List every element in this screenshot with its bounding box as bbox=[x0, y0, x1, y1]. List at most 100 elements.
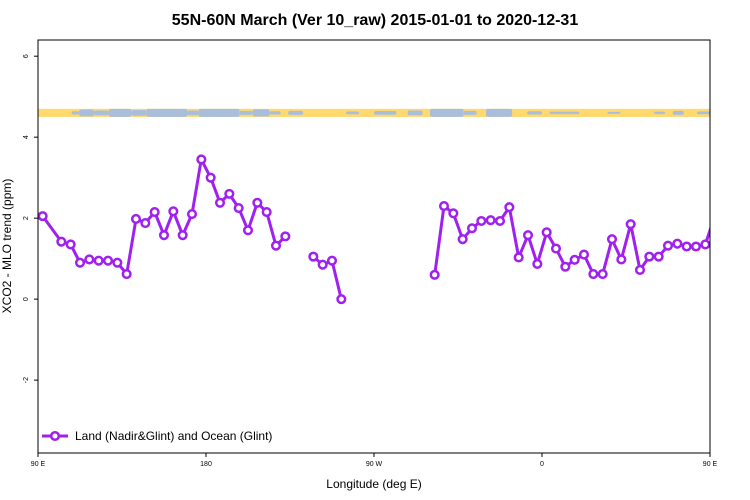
x-tick-label: 90 W bbox=[366, 461, 383, 468]
series-line bbox=[312, 255, 343, 300]
data-point bbox=[158, 230, 170, 241]
x-tick-label: 90 E bbox=[31, 461, 46, 468]
ocean-region bbox=[463, 110, 477, 115]
legend: Land (Nadir&Glint) and Ocean (Glint) bbox=[42, 429, 272, 443]
data-point bbox=[317, 259, 328, 270]
y-tick-label: 6 bbox=[23, 54, 30, 58]
series-line bbox=[41, 157, 287, 276]
ocean-region bbox=[269, 111, 281, 115]
data-point bbox=[588, 268, 599, 280]
axes: 90 E 180 90 W 0 90 E -2 0 2 4 6 bbox=[23, 54, 718, 468]
data-point bbox=[616, 254, 627, 265]
data-point bbox=[261, 207, 272, 218]
ocean-region bbox=[607, 111, 621, 114]
data-point bbox=[634, 264, 646, 276]
land-ocean-band bbox=[38, 108, 710, 117]
series-layer bbox=[38, 154, 750, 305]
series-line bbox=[733, 159, 750, 274]
y-tick-label: -2 bbox=[23, 377, 30, 383]
plot-frame bbox=[37, 39, 711, 454]
data-point bbox=[522, 230, 534, 241]
y-tick-label: 4 bbox=[23, 135, 30, 139]
ocean-region bbox=[108, 108, 132, 117]
ocean-region bbox=[71, 111, 80, 115]
series-group bbox=[38, 154, 750, 305]
ocean-region bbox=[486, 108, 513, 117]
ocean-region bbox=[146, 108, 188, 117]
data-point bbox=[308, 251, 319, 262]
data-point bbox=[578, 249, 590, 260]
data-point bbox=[597, 268, 608, 280]
ocean-region bbox=[239, 110, 253, 115]
data-point bbox=[214, 197, 226, 208]
data-point bbox=[270, 240, 282, 251]
data-point bbox=[513, 252, 524, 263]
data-point bbox=[186, 209, 198, 220]
data-point bbox=[466, 223, 478, 234]
data-point bbox=[672, 238, 683, 249]
data-point bbox=[681, 241, 692, 252]
data-point bbox=[730, 238, 738, 246]
data-point bbox=[541, 227, 552, 238]
y-tick-label: 0 bbox=[23, 297, 30, 301]
ocean-region bbox=[430, 108, 464, 117]
data-point bbox=[690, 241, 702, 252]
data-point bbox=[112, 257, 123, 268]
data-point bbox=[38, 211, 48, 222]
data-point bbox=[476, 215, 487, 227]
data-point bbox=[84, 254, 95, 265]
data-point bbox=[625, 219, 636, 230]
data-point bbox=[252, 197, 263, 208]
ocean-region bbox=[527, 111, 542, 115]
data-point bbox=[709, 214, 710, 219]
data-point bbox=[448, 208, 459, 219]
legend-label: Land (Nadir&Glint) and Ocean (Glint) bbox=[75, 429, 272, 443]
chart-title: 55N-60N March (Ver 10_raw) 2015-01-01 to… bbox=[172, 12, 579, 29]
data-point bbox=[102, 255, 114, 266]
data-point bbox=[56, 236, 67, 247]
x-tick-label: 90 E bbox=[703, 461, 718, 468]
data-point bbox=[457, 234, 468, 245]
ocean-region bbox=[654, 111, 666, 115]
data-point bbox=[177, 230, 188, 241]
data-point bbox=[485, 215, 496, 226]
data-point bbox=[93, 255, 104, 266]
data-point bbox=[560, 261, 571, 272]
data-point bbox=[74, 257, 86, 268]
data-point bbox=[196, 154, 207, 165]
data-point bbox=[149, 207, 160, 218]
ocean-region bbox=[187, 110, 199, 116]
data-point bbox=[429, 269, 440, 280]
data-point bbox=[205, 172, 216, 183]
data-point bbox=[233, 202, 244, 214]
ocean-region bbox=[94, 110, 109, 116]
ocean-region bbox=[288, 110, 304, 115]
data-point bbox=[653, 251, 664, 262]
legend-marker bbox=[49, 430, 61, 442]
data-point bbox=[700, 239, 710, 250]
data-point bbox=[606, 234, 618, 245]
data-point bbox=[494, 215, 506, 227]
data-point bbox=[65, 239, 76, 250]
ocean-region bbox=[346, 111, 360, 115]
ocean-region bbox=[198, 108, 240, 117]
data-point bbox=[504, 202, 515, 213]
data-point bbox=[140, 217, 151, 229]
ocean-region bbox=[252, 109, 270, 117]
data-point bbox=[532, 258, 543, 269]
data-point bbox=[130, 213, 142, 225]
data-point bbox=[224, 188, 235, 199]
data-point bbox=[644, 251, 655, 262]
y-tick-label: 2 bbox=[23, 216, 30, 220]
ocean-region bbox=[131, 110, 147, 116]
data-point bbox=[121, 268, 132, 280]
ocean-region bbox=[549, 111, 580, 115]
x-tick-label: 180 bbox=[200, 461, 212, 468]
x-tick-label: 0 bbox=[540, 461, 544, 468]
ocean-region bbox=[374, 111, 397, 115]
ocean-region bbox=[407, 110, 423, 116]
data-point bbox=[326, 255, 338, 266]
data-point bbox=[569, 254, 580, 265]
ocean-region bbox=[696, 111, 710, 115]
